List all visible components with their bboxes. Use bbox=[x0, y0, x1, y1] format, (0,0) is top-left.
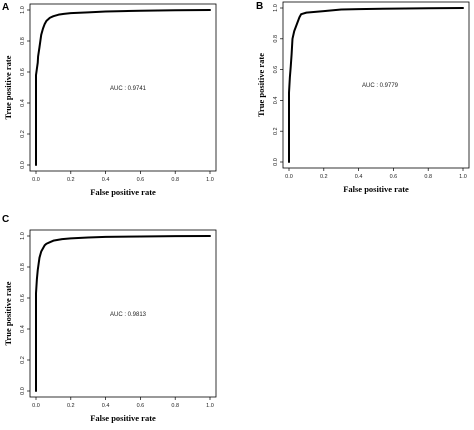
roc-panel-a: A 0.0 0.2 0.4 0.6 0.8 1.0 0.0 0.2 0.4 0.6 0.8 1.0 Fal… bbox=[2, 2, 217, 197]
roc-panel-b: B 0.0 0.2 0.4 0.6 0.8 1.0 0.0 0.2 0.4 0.6 0.8 1.0 Fal… bbox=[256, 1, 470, 194]
auc-annotation: AUC : 0.9779 bbox=[362, 83, 399, 89]
y-tick-label: 0.0 bbox=[20, 387, 26, 395]
x-tick-label: 0.6 bbox=[137, 403, 145, 409]
x-tick-label: 1.0 bbox=[206, 177, 214, 183]
y-tick-label: 0.2 bbox=[273, 127, 279, 135]
x-tick-label: 0.6 bbox=[390, 174, 398, 180]
y-axis-title: True positive rate bbox=[3, 55, 13, 119]
x-tick-label: 0.8 bbox=[171, 403, 179, 409]
x-tick-label: 0.8 bbox=[171, 177, 179, 183]
roc-curve-line bbox=[35, 9, 211, 166]
auc-annotation: AUC : 0.9813 bbox=[110, 312, 147, 318]
x-tick-label: 1.0 bbox=[206, 403, 214, 409]
x-axis-title: False positive rate bbox=[90, 413, 156, 423]
y-tick-label: 0.0 bbox=[273, 158, 279, 166]
x-tick-label: 0.4 bbox=[102, 177, 110, 183]
roc-panel-c: C 0.0 0.2 0.4 0.6 0.8 1.0 0.0 0.2 0.4 0.6 0.8 1.0 Fal… bbox=[2, 214, 217, 423]
y-tick-label: 0.4 bbox=[20, 325, 26, 333]
x-tick-label: 0.4 bbox=[355, 174, 363, 180]
y-tick-label: 1.0 bbox=[20, 6, 26, 14]
plot-frame bbox=[282, 1, 470, 169]
y-tick-label: 0.8 bbox=[20, 263, 26, 271]
y-tick-label: 0.4 bbox=[273, 97, 279, 105]
roc-curve-line bbox=[35, 235, 211, 392]
x-tick-label: 0.0 bbox=[285, 174, 293, 180]
y-tick-label: 0.0 bbox=[20, 161, 26, 169]
y-axis-title: True positive rate bbox=[3, 281, 13, 345]
y-tick-label: 1.0 bbox=[20, 232, 26, 240]
x-tick-label: 0.0 bbox=[32, 403, 40, 409]
x-tick-label: 1.0 bbox=[459, 174, 467, 180]
x-tick-label: 0.2 bbox=[320, 174, 328, 180]
x-tick-label: 0.8 bbox=[424, 174, 432, 180]
y-tick-label: 0.6 bbox=[273, 66, 279, 74]
x-tick-label: 0.2 bbox=[67, 177, 75, 183]
y-tick-label: 0.6 bbox=[20, 68, 26, 76]
roc-curve-line bbox=[288, 7, 464, 163]
panel-letter: B bbox=[256, 1, 263, 12]
y-tick-label: 0.8 bbox=[20, 37, 26, 45]
x-axis-title: False positive rate bbox=[90, 187, 156, 197]
x-tick-label: 0.2 bbox=[67, 403, 75, 409]
x-tick-label: 0.6 bbox=[137, 177, 145, 183]
y-tick-label: 0.6 bbox=[20, 294, 26, 302]
y-tick-label: 0.2 bbox=[20, 356, 26, 364]
x-tick-label: 0.4 bbox=[102, 403, 110, 409]
y-axis-title: True positive rate bbox=[256, 53, 266, 117]
plot-frame bbox=[29, 229, 217, 398]
y-tick-label: 0.2 bbox=[20, 130, 26, 138]
panel-letter: C bbox=[2, 214, 9, 225]
plot-frame bbox=[29, 3, 217, 172]
auc-annotation: AUC : 0.9741 bbox=[110, 86, 147, 92]
panel-letter: A bbox=[2, 2, 9, 13]
x-tick-label: 0.0 bbox=[32, 177, 40, 183]
x-axis-title: False positive rate bbox=[343, 184, 409, 194]
y-tick-label: 0.8 bbox=[273, 35, 279, 43]
y-tick-label: 1.0 bbox=[273, 4, 279, 12]
y-tick-label: 0.4 bbox=[20, 99, 26, 107]
